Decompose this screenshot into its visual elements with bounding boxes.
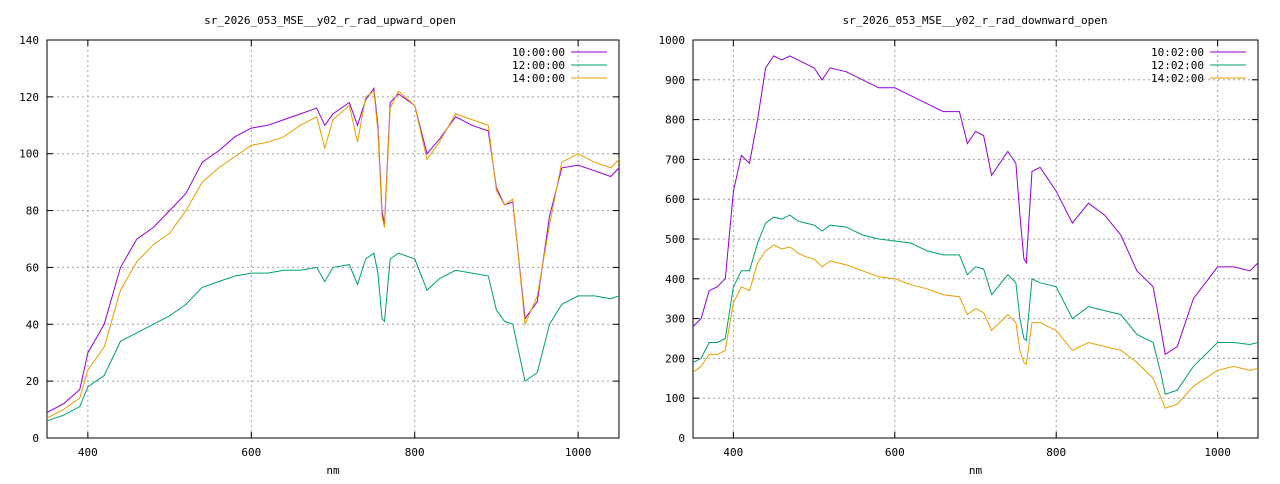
chart-panel-1: sr_2026_053_MSE__y02_r_rad_upward_open 0 2… [19, 14, 620, 477]
y-tick-label: 900 [665, 74, 685, 87]
series-line-3 [47, 90, 619, 419]
chart-panel-2: sr_2026_053_MSE__y02_r_rad_downward_open… [659, 14, 1259, 477]
legend-label: 12:02:00 [1151, 59, 1204, 72]
y-tick-label: 80 [26, 205, 39, 218]
x-tick-label: 400 [723, 446, 743, 459]
y-tick-label: 40 [26, 318, 39, 331]
legend-label: 12:00:00 [512, 59, 565, 72]
x-tick-label: 600 [241, 446, 261, 459]
y-tick-label: 20 [26, 375, 39, 388]
y-tick-label: 60 [26, 261, 39, 274]
legend-label: 10:02:00 [1151, 46, 1204, 59]
series-line-2 [47, 252, 619, 422]
y-tick-label: 400 [665, 273, 685, 286]
x-axis-label: nm [326, 464, 340, 477]
y-tick-label: 0 [32, 432, 39, 445]
legend-label: 10:00:00 [512, 46, 565, 59]
x-tick-label: 800 [1046, 446, 1066, 459]
x-tick-label: 600 [885, 446, 905, 459]
x-axis-label: nm [969, 464, 983, 477]
y-tick-label: 300 [665, 313, 685, 326]
legend-label: 14:02:00 [1151, 72, 1204, 85]
y-tick-label: 600 [665, 193, 685, 206]
y-tick-label: 200 [665, 352, 685, 365]
y-tick-label: 140 [19, 34, 39, 47]
chart-title: sr_2026_053_MSE__y02_r_rad_upward_open [204, 14, 456, 27]
y-tick-label: 1000 [659, 34, 686, 47]
y-tick-label: 100 [665, 392, 685, 405]
y-tick-label: 700 [665, 153, 685, 166]
x-tick-label: 1000 [1204, 446, 1231, 459]
y-tick-label: 100 [19, 148, 39, 161]
series-line-1 [693, 55, 1258, 356]
chart-title: sr_2026_053_MSE__y02_r_rad_downward_open [843, 14, 1108, 27]
y-tick-label: 800 [665, 114, 685, 127]
x-tick-label: 400 [78, 446, 98, 459]
y-tick-label: 120 [19, 91, 39, 104]
x-tick-label: 1000 [565, 446, 592, 459]
y-tick-label: 500 [665, 233, 685, 246]
plot-frame [46, 39, 620, 439]
y-tick-label: 0 [678, 432, 685, 445]
series-line-1 [47, 86, 619, 413]
series-line-2 [693, 214, 1258, 395]
x-tick-label: 800 [405, 446, 425, 459]
legend-label: 14:00:00 [512, 72, 565, 85]
series-line-3 [693, 244, 1258, 409]
